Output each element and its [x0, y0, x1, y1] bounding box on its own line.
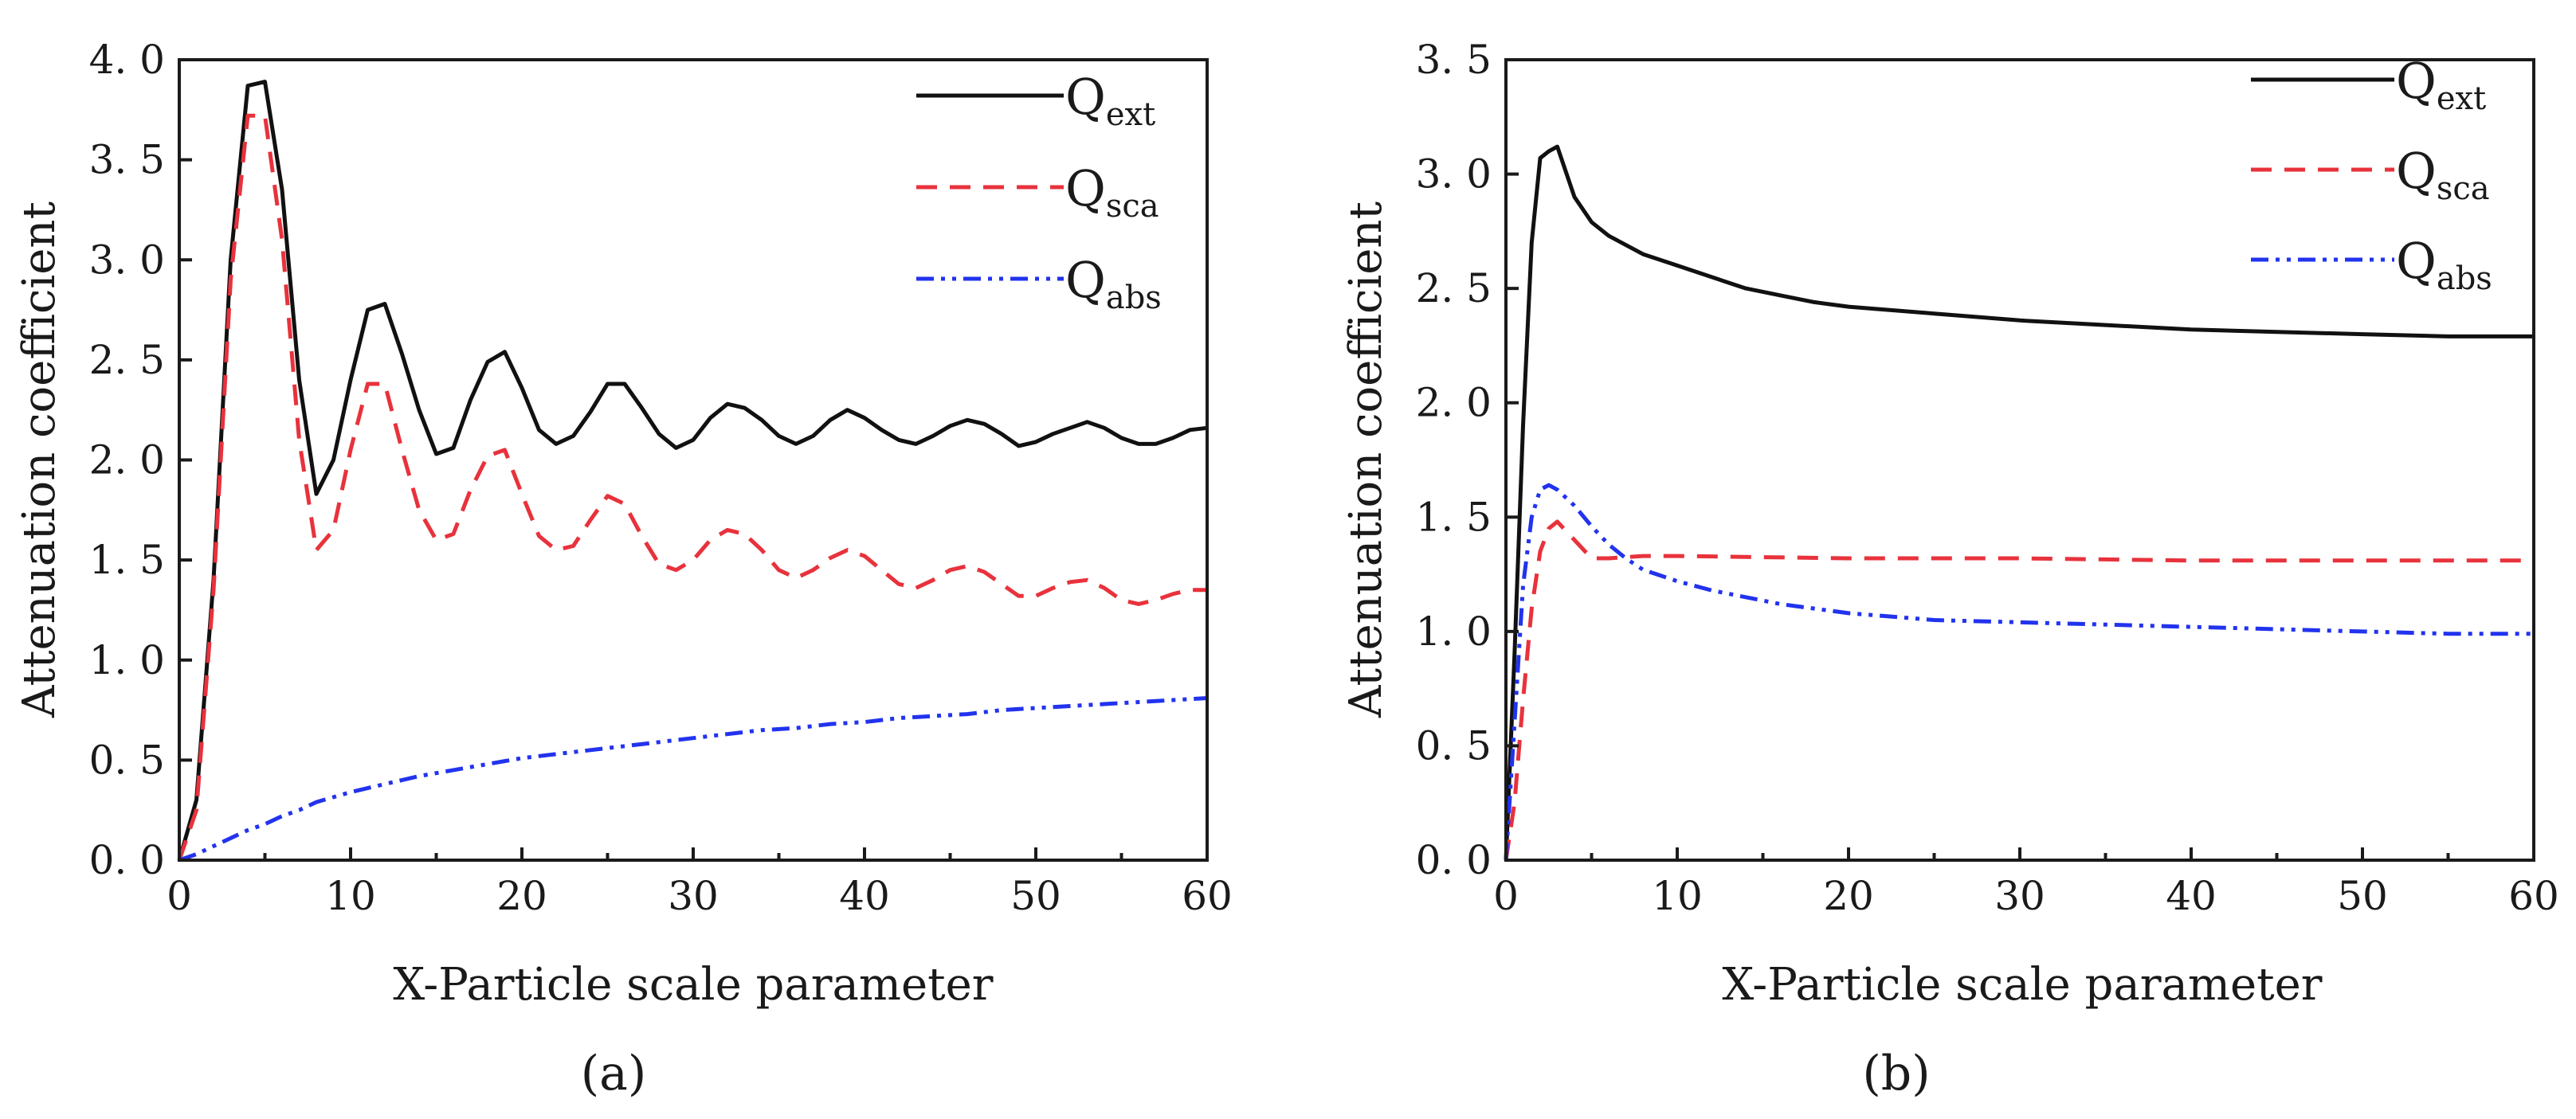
panel-a-y-tick-label-6: 3. 0 [89, 237, 165, 283]
panel-b-series-sca [1504, 519, 2534, 861]
panel-b-x-tick-label-6: 60 [2508, 873, 2559, 919]
chart-panel-a: 0 10 20 30 40 50 60 0. 0 0. 5 1. 0 1. 5 2. 0 2. 5 3. … [14, 37, 1233, 1101]
panel-a-y-tick-label-7: 3. 5 [89, 137, 165, 183]
panel-b-y-tick-label-4: 2. 0 [1416, 380, 1492, 426]
panel-a-y-tick-label-0: 0. 0 [89, 837, 165, 883]
panel-a-x-tick-label-3: 30 [668, 873, 719, 919]
panel-a-y-tick-label-8: 4. 0 [89, 37, 165, 83]
panel-a-y-tick-label-1: 0. 5 [89, 737, 165, 783]
panel-b-caption: (b) [1862, 1046, 1930, 1101]
panel-b-x-tick-label-3: 30 [1994, 873, 2045, 919]
chart-panel-b: 0 10 20 30 40 50 60 0. 0 0. 5 1. 0 1. 5 2. 0 2. 5 3. … [1340, 37, 2559, 1101]
panel-b-y-tick-label-0: 0. 0 [1416, 837, 1492, 883]
panel-b-y-tick-label-7: 3. 5 [1416, 37, 1492, 83]
panel-a-series-sca [177, 113, 1207, 861]
panel-b-y-tick-label-3: 1. 5 [1416, 494, 1492, 540]
panel-b-x-tick-label-0: 0 [1493, 873, 1519, 919]
panel-a-legend-label-sca: Qsca [1065, 159, 1159, 225]
panel-a-x-tick-label-2: 20 [496, 873, 547, 919]
panel-a-y-tick-label-3: 1. 5 [89, 537, 165, 583]
panel-b-legend-label-ext: Qext [2396, 52, 2486, 117]
panel-a-x-tick-label-1: 10 [325, 873, 376, 919]
panel-a-y-axis-title: Attenuation coefficient [14, 201, 65, 719]
panel-a-x-tick-label-5: 50 [1010, 873, 1061, 919]
panel-a-x-axis-title: X-Particle scale parameter [393, 959, 993, 1011]
panel-b-x-tick-label-4: 40 [2166, 873, 2217, 919]
panel-a-series-ext [177, 80, 1208, 861]
panel-b-series-abs [1504, 483, 2534, 861]
panel-b-series-ext [1504, 144, 2534, 861]
panel-a-y-tick-label-2: 1. 0 [89, 637, 165, 683]
panel-a-series [177, 80, 1208, 863]
panel-b-plot-frame [1504, 58, 2535, 862]
panel-a-x-tick-label-0: 0 [167, 873, 192, 919]
panel-b-x-tick-label-1: 10 [1652, 873, 1703, 919]
panel-b-y-tick-label-1: 0. 5 [1416, 722, 1492, 769]
panel-a-y-tick-label-5: 2. 5 [89, 337, 165, 383]
panel-b-ticks: 0 10 20 30 40 50 60 0. 0 0. 5 1. 0 1. 5 2. 0 2. 5 3. … [1416, 37, 2559, 919]
panel-b-y-axis-title: Attenuation coefficient [1340, 201, 1392, 719]
panel-a-legend: Qext Qsca Qabs [916, 68, 1162, 316]
panel-a-legend-label-ext: Qext [1065, 68, 1155, 133]
panel-b-x-tick-label-5: 50 [2337, 873, 2388, 919]
panel-b-y-tick-label-5: 2. 5 [1416, 265, 1492, 311]
panel-b-x-tick-label-2: 20 [1823, 873, 1874, 919]
panel-b-y-tick-label-2: 1. 0 [1416, 608, 1492, 655]
panel-a-ticks: 0 10 20 30 40 50 60 0. 0 0. 5 1. 0 1. 5 2. 0 2. 5 3. … [89, 37, 1233, 919]
panel-a-x-tick-label-4: 40 [839, 873, 890, 919]
panel-b-legend: Qext Qsca Qabs [2251, 52, 2492, 297]
panel-b-y-tick-label-6: 3. 0 [1416, 151, 1492, 198]
panel-b-x-axis-title: X-Particle scale parameter [1722, 959, 2322, 1011]
panel-b-legend-label-sca: Qsca [2396, 142, 2490, 207]
panel-a-x-tick-label-6: 60 [1182, 873, 1233, 919]
panel-a-legend-label-abs: Qabs [1065, 251, 1162, 316]
panel-b-legend-label-abs: Qabs [2396, 232, 2492, 297]
panel-a-series-abs [178, 696, 1208, 863]
panel-a-caption: (a) [581, 1046, 647, 1101]
panel-a-y-tick-label-4: 2. 0 [89, 437, 165, 483]
panel-b-series [1504, 144, 2534, 861]
